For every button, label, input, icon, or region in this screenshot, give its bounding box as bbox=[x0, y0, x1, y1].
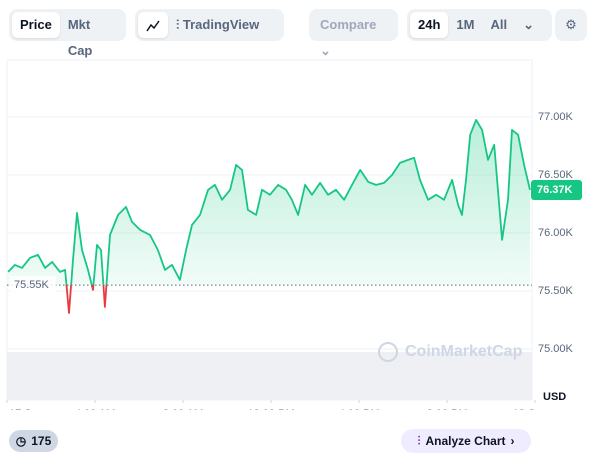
analyze-icon: ⫶ bbox=[417, 433, 421, 448]
x-tick-label: 4:00 AM bbox=[75, 408, 115, 410]
tab[interactable]: Mkt Cap bbox=[67, 17, 93, 58]
range[interactable]: 24h bbox=[410, 12, 449, 38]
analyze-label: Analyze Chart bbox=[425, 434, 506, 448]
y-tick-label: 75.00K bbox=[538, 343, 574, 355]
y-tick-label: 76.00K bbox=[538, 227, 574, 239]
baseline-label-bg bbox=[10, 276, 56, 293]
range-dropdown[interactable]: ⌄ bbox=[523, 17, 534, 32]
compare-label: Compare ⌄ bbox=[320, 17, 377, 58]
last-price-label: 76.37K bbox=[537, 184, 573, 196]
volume-area bbox=[7, 352, 532, 400]
analyze-chart[interactable]: ⫶ Analyze Chart › bbox=[401, 429, 531, 453]
y-tick-label: 76.50K bbox=[538, 169, 574, 181]
badge[interactable]: ◷ 175 bbox=[9, 430, 58, 452]
tradingview-tab[interactable]: ⫶ TradingView bbox=[176, 17, 260, 32]
tab[interactable]: Price bbox=[12, 12, 60, 38]
compare[interactable]: Compare ⌄ bbox=[309, 9, 398, 58]
compare-text: Compare bbox=[320, 17, 377, 32]
badge-count: 175 bbox=[31, 434, 52, 448]
range[interactable]: 1M bbox=[456, 17, 475, 32]
last-price-box bbox=[531, 179, 582, 200]
settings-icon: ⚙ bbox=[565, 17, 577, 32]
x-tick-label: 12:00 PM bbox=[247, 408, 294, 410]
settings[interactable]: ⚙ bbox=[555, 9, 587, 41]
tradingview-label: TradingView bbox=[182, 17, 260, 32]
x-tick-label: 8:00 PM bbox=[427, 408, 468, 410]
line-view[interactable] bbox=[138, 12, 168, 38]
chart-type-tabs: Price Mkt Cap bbox=[9, 9, 126, 58]
watermark-logo bbox=[378, 342, 398, 362]
y-tick-label: 77.00K bbox=[538, 111, 574, 123]
watermark: CoinMarketCap bbox=[405, 343, 523, 360]
x-tick-label: 17 Sep bbox=[9, 408, 44, 410]
baseline-label: 75.55K bbox=[14, 279, 50, 291]
range[interactable]: All bbox=[490, 17, 508, 32]
x-tick-label: 4:00 PM bbox=[339, 408, 380, 410]
price-line bbox=[7, 119, 531, 314]
chevron: › bbox=[510, 434, 515, 448]
area bbox=[8, 119, 531, 314]
x-tick-label: 8:00 AM bbox=[163, 408, 203, 410]
currency: USD bbox=[543, 391, 566, 403]
view-tabs: ⫶ TradingView bbox=[135, 9, 284, 41]
y-tick-label: 75.50K bbox=[538, 285, 574, 297]
x-tick-label: 18 Sep bbox=[513, 408, 548, 410]
chart: 75.00K 75.50K 76.00K 76.50K 77.00K 17 Sep 4:00… bbox=[6, 59, 582, 410]
range-tabs: 24h 1M All ⌄ bbox=[407, 9, 552, 41]
